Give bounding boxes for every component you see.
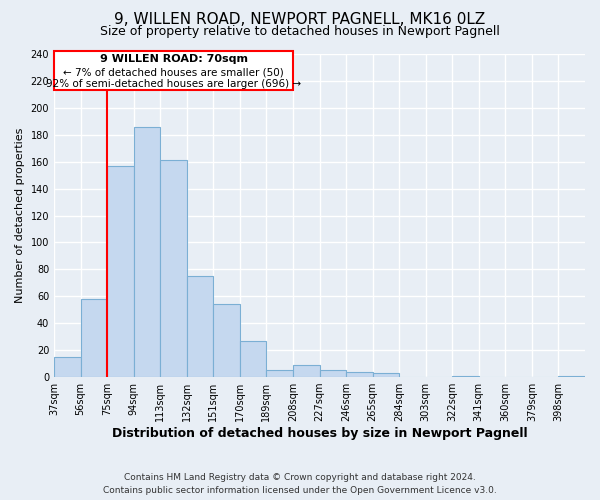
Text: 92% of semi-detached houses are larger (696) →: 92% of semi-detached houses are larger (…: [46, 80, 301, 90]
Bar: [559, 376, 585, 377]
Bar: [134, 126, 160, 377]
Bar: [80, 299, 107, 377]
Bar: [452, 376, 479, 377]
Bar: [346, 372, 373, 377]
Bar: [54, 52, 293, 90]
Bar: [187, 276, 214, 377]
Text: Size of property relative to detached houses in Newport Pagnell: Size of property relative to detached ho…: [100, 25, 500, 38]
Bar: [293, 365, 320, 377]
Bar: [266, 370, 293, 377]
Text: Contains HM Land Registry data © Crown copyright and database right 2024.
Contai: Contains HM Land Registry data © Crown c…: [103, 473, 497, 495]
Bar: [107, 166, 134, 377]
Bar: [160, 160, 187, 377]
Bar: [320, 370, 346, 377]
Bar: [373, 373, 399, 377]
Text: 9 WILLEN ROAD: 70sqm: 9 WILLEN ROAD: 70sqm: [100, 54, 248, 64]
Bar: [54, 357, 80, 377]
Bar: [214, 304, 240, 377]
Text: 9, WILLEN ROAD, NEWPORT PAGNELL, MK16 0LZ: 9, WILLEN ROAD, NEWPORT PAGNELL, MK16 0L…: [115, 12, 485, 28]
Y-axis label: Number of detached properties: Number of detached properties: [15, 128, 25, 303]
X-axis label: Distribution of detached houses by size in Newport Pagnell: Distribution of detached houses by size …: [112, 427, 527, 440]
Text: ← 7% of detached houses are smaller (50): ← 7% of detached houses are smaller (50): [63, 67, 284, 77]
Bar: [240, 340, 266, 377]
